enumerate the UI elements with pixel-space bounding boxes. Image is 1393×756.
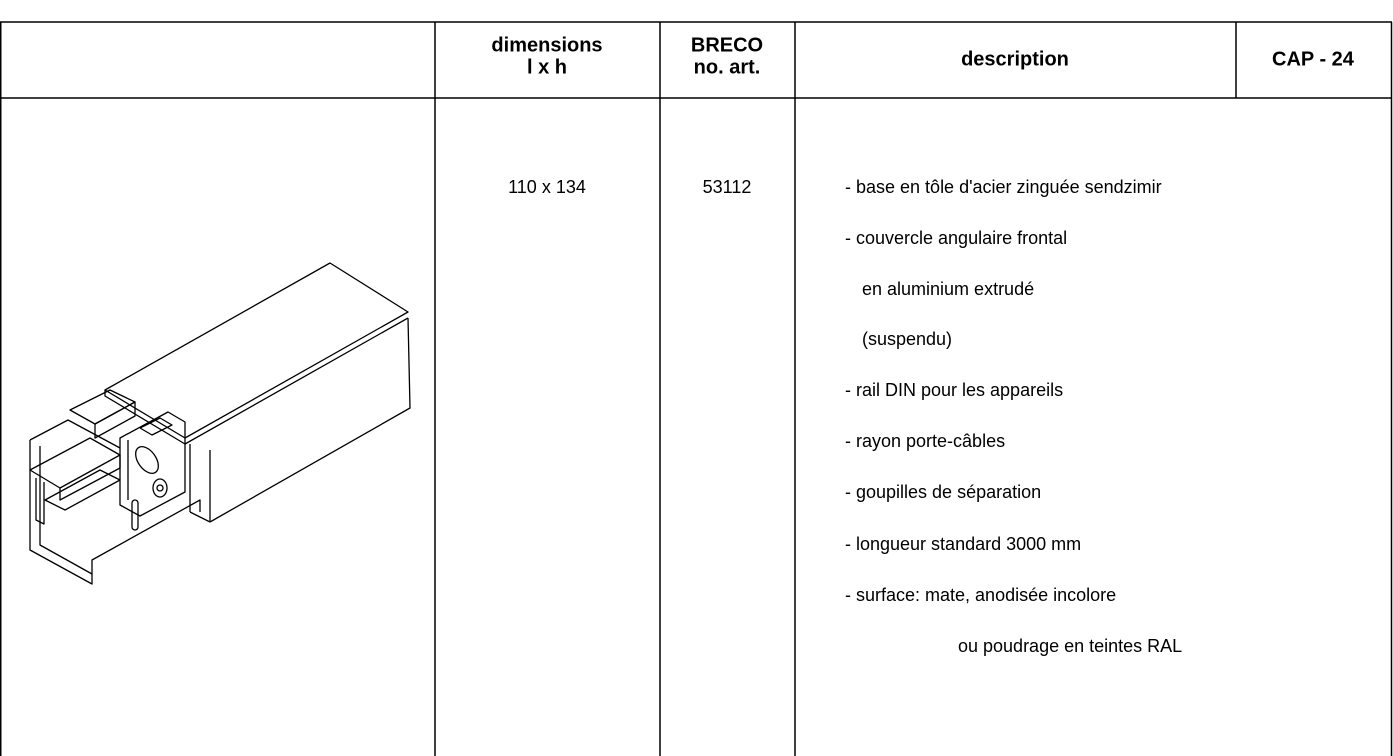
- description-line: - longueur standard 3000 mm: [845, 534, 1081, 554]
- product-drawing: [29, 262, 411, 585]
- header: dimensions l x h BRECO no. art. descript…: [491, 34, 1354, 78]
- row: 110 x 134 53112 - base en tôle d'acier z…: [508, 177, 1182, 656]
- drawing-stroke: [29, 440, 201, 585]
- article-number: 53112: [703, 177, 752, 197]
- description-line: en aluminium extrudé: [862, 279, 1034, 299]
- drawing-stroke: [209, 317, 411, 523]
- header-cell: l x h: [527, 56, 567, 78]
- drawing-stroke: [131, 499, 139, 531]
- description-line: ou poudrage en teintes RAL: [958, 636, 1182, 656]
- drawing-stroke: [59, 455, 121, 501]
- drawing-stroke: [135, 446, 159, 474]
- header-cell: description: [961, 48, 1069, 70]
- header-cell: CAP - 24: [1272, 48, 1355, 70]
- description-line: - goupilles de séparation: [845, 482, 1041, 502]
- description-line: - rail DIN pour les appareils: [845, 380, 1063, 400]
- description-line: - rayon porte-câbles: [845, 431, 1005, 451]
- drawing-stroke: [156, 484, 164, 492]
- header-cell: dimensions: [491, 34, 602, 56]
- drawing-stroke: [139, 417, 173, 436]
- description-line: (suspendu): [862, 329, 952, 349]
- description-line: - surface: mate, anodisée incolore: [845, 585, 1116, 605]
- drawing-stroke: [39, 446, 93, 575]
- drawing-stroke: [29, 419, 121, 449]
- table-grid: [0, 21, 1393, 756]
- drawing-stroke: [94, 401, 136, 439]
- drawing-stroke: [104, 262, 409, 439]
- drawing-stroke: [29, 437, 121, 489]
- description-line: - couvercle angulaire frontal: [845, 228, 1067, 248]
- drawing-stroke: [119, 411, 186, 517]
- description-line: - base en tôle d'acier zinguée sendzimir: [845, 177, 1162, 197]
- drawing-stroke: [152, 478, 168, 498]
- drawing-stroke: [189, 511, 211, 523]
- header-cell: BRECO: [691, 34, 763, 56]
- drawing-stroke: [104, 317, 409, 445]
- drawing-stroke: [35, 478, 45, 525]
- header-cell: no. art.: [694, 56, 761, 78]
- dimensions: 110 x 134: [508, 177, 586, 197]
